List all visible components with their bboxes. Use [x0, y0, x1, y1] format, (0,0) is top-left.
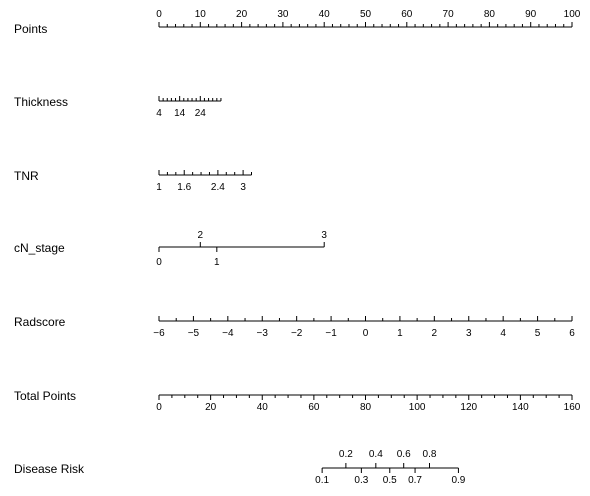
points-tick-label: 90	[525, 9, 537, 20]
row-label-disease-risk: Disease Risk	[14, 462, 85, 476]
radscore-tick-label: 4	[500, 328, 506, 339]
total-points-tick-label: 0	[156, 402, 162, 413]
total-points-tick-label: 20	[205, 402, 217, 413]
total-points-tick-label: 60	[308, 402, 320, 413]
radscore-tick-label: −4	[222, 328, 234, 339]
total-points-tick-label: 40	[257, 402, 269, 413]
row-label-cn-stage: cN_stage	[14, 241, 65, 255]
radscore-tick-label: 2	[432, 328, 438, 339]
disease-risk-tick-label: 0.8	[423, 449, 437, 460]
radscore-tick-label: −3	[257, 328, 269, 339]
points-tick-label: 80	[484, 9, 496, 20]
radscore-tick-label: 0	[363, 328, 369, 339]
radscore-tick-label: −2	[291, 328, 303, 339]
disease-risk-tick-label: 0.1	[315, 475, 329, 486]
tnr-tick-label: 2.4	[211, 182, 225, 193]
disease-risk-tick-label: 0.5	[383, 475, 397, 486]
points-tick-label: 0	[156, 9, 162, 20]
thickness-tick-label: 14	[174, 108, 186, 119]
cn-stage-tick-label: 0	[156, 257, 162, 268]
total-points-tick-label: 140	[512, 402, 529, 413]
radscore-tick-label: −6	[153, 328, 165, 339]
radscore-tick-label: 3	[466, 328, 472, 339]
points-tick-label: 30	[277, 9, 289, 20]
tnr-tick-label: 1	[156, 182, 162, 193]
total-points-tick-label: 80	[360, 402, 372, 413]
points-tick-label: 10	[195, 9, 207, 20]
row-label-points: Points	[14, 22, 47, 36]
radscore-tick-label: 5	[535, 328, 541, 339]
radscore-tick-label: −5	[188, 328, 200, 339]
cn-stage-tick-label: 2	[198, 230, 204, 241]
disease-risk-tick-label: 0.4	[369, 449, 383, 460]
tnr-tick-label: 1.6	[177, 182, 191, 193]
points-tick-label: 70	[443, 9, 455, 20]
cn-stage-tick-label: 3	[321, 230, 327, 241]
disease-risk-tick-label: 0.9	[451, 475, 465, 486]
thickness-tick-label: 24	[195, 108, 207, 119]
points-tick-label: 100	[564, 9, 581, 20]
cn-stage-tick-label: 1	[214, 257, 220, 268]
radscore-tick-label: −1	[325, 328, 337, 339]
radscore-tick-label: 6	[569, 328, 575, 339]
radscore-tick-label: 1	[397, 328, 403, 339]
disease-risk-tick-label: 0.2	[339, 449, 353, 460]
row-label-radscore: Radscore	[14, 315, 66, 329]
total-points-tick-label: 120	[460, 402, 477, 413]
points-tick-label: 40	[319, 9, 331, 20]
row-label-thickness: Thickness	[14, 95, 68, 109]
disease-risk-tick-label: 0.7	[408, 475, 422, 486]
thickness-tick-label: 4	[156, 108, 162, 119]
row-label-total-points: Total Points	[14, 389, 76, 403]
points-tick-label: 50	[360, 9, 372, 20]
points-tick-label: 60	[401, 9, 413, 20]
total-points-tick-label: 160	[564, 402, 581, 413]
disease-risk-tick-label: 0.6	[397, 449, 411, 460]
points-tick-label: 20	[236, 9, 248, 20]
row-label-tnr: TNR	[14, 169, 39, 183]
total-points-tick-label: 100	[409, 402, 426, 413]
tnr-tick-label: 3	[240, 182, 246, 193]
disease-risk-tick-label: 0.3	[354, 475, 368, 486]
